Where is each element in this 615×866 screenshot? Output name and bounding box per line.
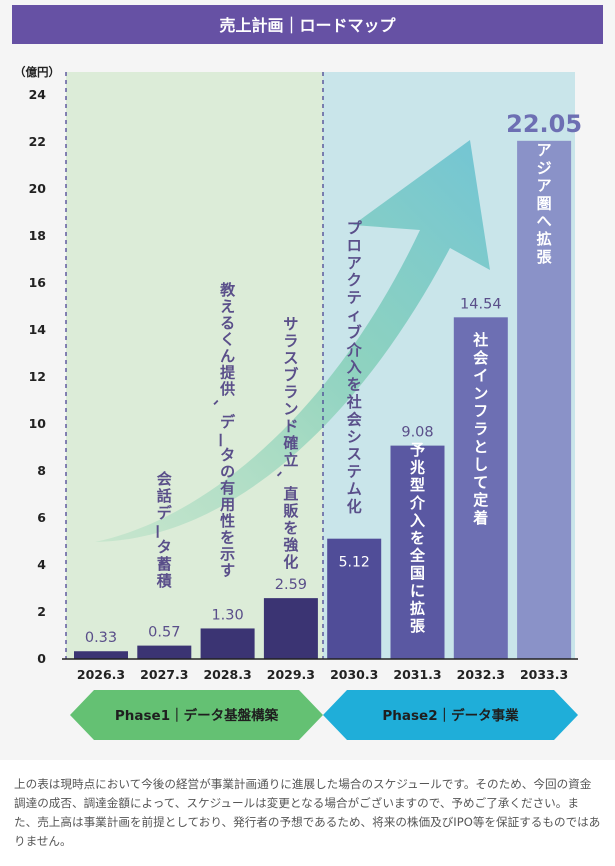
bar-2031.3 (390, 445, 445, 659)
phase-arrows: Phase1｜データ基盤構築 Phase2｜データ事業 (70, 690, 578, 740)
bar-2033.3 (517, 140, 572, 659)
y-tick-label: 2 (37, 604, 46, 619)
annotation-2033.3: アジア圏へ拡張 (537, 141, 553, 266)
growth-arrow (95, 140, 490, 542)
x-tick-label: 2030.3 (330, 667, 378, 682)
y-tick-label: 12 (29, 369, 46, 384)
annotation-2029.3: サラスブランド確立、直販を強化 (274, 315, 299, 571)
annotation-text: アジア圏へ拡張 (537, 141, 553, 266)
annotation-2028.3: 教えるくん提供、データの有用性を示す (211, 281, 236, 580)
bars (74, 140, 572, 659)
x-tick-label: 2032.3 (457, 667, 505, 682)
annotation-2032.3: 社会インフラとして定着 (472, 331, 488, 527)
x-tick-label: 2033.3 (520, 667, 568, 682)
header-title: 売上計画｜ロードマップ (219, 16, 396, 35)
value-label-2030.3: 5.12 (339, 555, 370, 571)
y-axis-unit: （億円） (14, 65, 60, 79)
annotation-text: サラスブランド確立、直販を強化 (274, 315, 299, 571)
annotation-2031.3: 予兆型介入を全国に拡張 (409, 441, 426, 635)
phase1-background (66, 72, 323, 659)
value-labels: 0.33 0.57 1.30 2.59 5.12 9.08 14.54 22.05 (85, 110, 582, 646)
x-tick-label: 2028.3 (203, 667, 251, 682)
x-tick-label: 2027.3 (140, 667, 188, 682)
phase-label-1: Phase1｜データ基盤構築 (115, 707, 279, 724)
annotation-2027.3: 会話データ蓄積 (148, 470, 173, 590)
y-tick-label: 20 (29, 181, 47, 196)
bar-2027.3 (137, 645, 192, 659)
y-tick-label: 14 (29, 322, 47, 337)
value-label-2031.3: 9.08 (401, 425, 433, 441)
value-label-2028.3: 1.30 (211, 607, 243, 623)
bar-2028.3 (200, 628, 255, 659)
bar-2026.3 (74, 651, 128, 659)
annotation-text: プロアクティブ介入を社会システム化 (346, 219, 363, 515)
y-tick-label: 22 (29, 134, 46, 149)
value-label-2027.3: 0.57 (148, 625, 180, 641)
y-tick-label: 16 (29, 275, 47, 290)
y-tick-label: 8 (37, 463, 46, 478)
footnote: 上の表は現時点において今後の経営が事業計画通りに進展した場合のスケジュールです。… (14, 777, 601, 848)
annotation-2030.3: プロアクティブ介入を社会システム化 (346, 219, 363, 515)
y-tick-label: 24 (29, 87, 47, 102)
x-tick-label: 2029.3 (267, 667, 315, 682)
bar-2029.3 (263, 598, 318, 659)
bar-2032.3 (453, 317, 508, 659)
annotation-text: 予兆型介入を全国に拡張 (409, 441, 426, 635)
annotation-text: 社会インフラとして定着 (472, 331, 488, 527)
bar-2030.3 (327, 538, 382, 659)
annotation-text: 会話データ蓄積 (148, 470, 173, 590)
value-label-2029.3: 2.59 (275, 577, 307, 593)
y-tick-label: 10 (29, 416, 47, 431)
phase-arrow-1 (70, 690, 323, 740)
value-label-2032.3: 14.54 (460, 296, 502, 312)
value-label-2026.3: 0.33 (85, 630, 117, 646)
phase-label-2: Phase2｜データ事業 (382, 707, 519, 724)
x-axis: 2026.3 2027.3 2028.3 2029.3 2030.3 2031.3 2032… (77, 667, 568, 682)
phase-arrow-2 (323, 690, 578, 740)
y-tick-label: 6 (37, 510, 46, 525)
bar-annotations: 会話データ蓄積 教えるくん提供、データの有用性を示す サラスブランド確立、直販を強化… (148, 141, 553, 635)
y-tick-label: 0 (37, 651, 46, 666)
header-bar (12, 5, 603, 44)
x-tick-label: 2026.3 (77, 667, 125, 682)
annotation-text: 教えるくん提供、データの有用性を示す (211, 281, 236, 580)
value-label-2033.3: 22.05 (506, 110, 582, 138)
y-tick-label: 4 (37, 557, 46, 572)
y-tick-label: 18 (29, 228, 46, 243)
x-tick-label: 2031.3 (393, 667, 441, 682)
